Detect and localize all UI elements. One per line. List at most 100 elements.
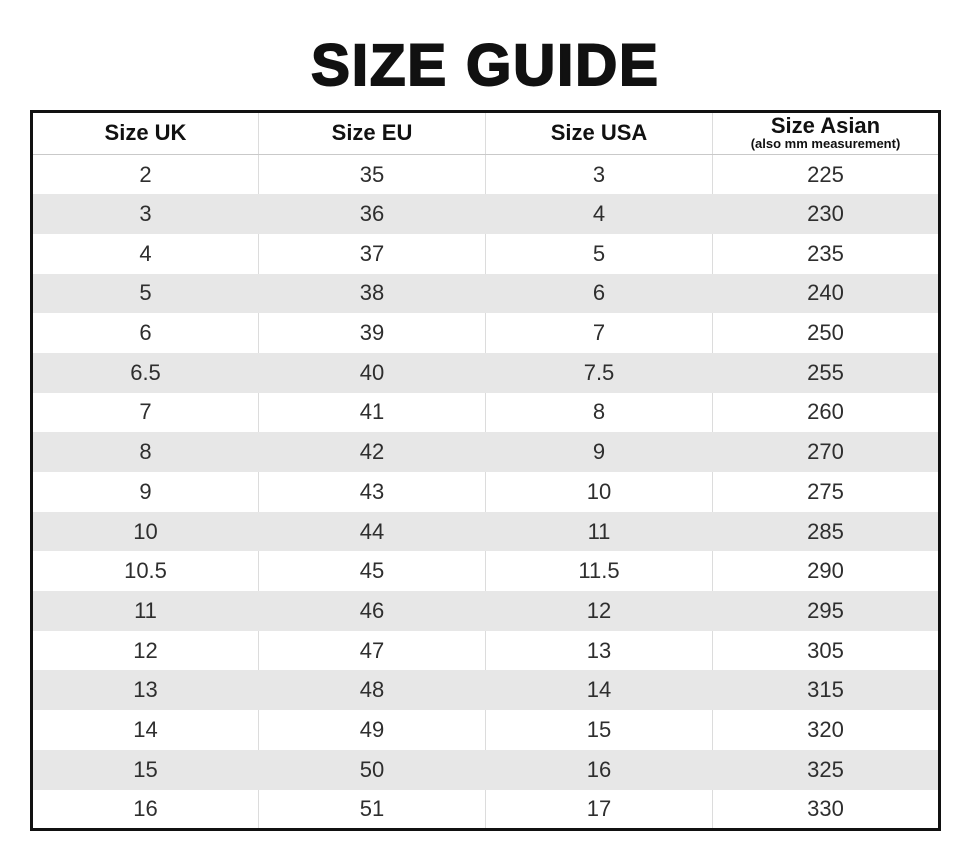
table-row: 12 47 13 305 bbox=[31, 630, 940, 671]
size-cell: 11 bbox=[485, 511, 713, 552]
column-label: Size EU bbox=[331, 120, 413, 145]
page-title: SIZE GUIDE bbox=[310, 33, 660, 99]
size-cell: 40 bbox=[258, 352, 486, 393]
size-cell: 50 bbox=[258, 749, 486, 790]
size-cell: 44 bbox=[258, 511, 486, 552]
size-cell: 275 bbox=[712, 472, 940, 512]
size-cell: 6 bbox=[485, 273, 713, 314]
size-cell: 9 bbox=[31, 472, 259, 512]
size-cell: 9 bbox=[485, 432, 713, 472]
header-row: Size UK Size EU Size USA Size Asian (also mm… bbox=[31, 111, 940, 155]
size-cell: 7 bbox=[485, 313, 713, 353]
table-row: 14 49 15 320 bbox=[31, 710, 940, 750]
size-cell: 305 bbox=[712, 630, 940, 671]
size-cell: 43 bbox=[258, 472, 486, 512]
size-cell: 2 bbox=[31, 154, 259, 195]
size-cell: 37 bbox=[258, 233, 486, 274]
size-cell: 42 bbox=[258, 432, 486, 472]
size-cell: 45 bbox=[258, 551, 486, 592]
size-cell: 4 bbox=[31, 233, 259, 274]
size-guide-table: Size UK Size EU Size USA Size Asian (also mm… bbox=[30, 110, 941, 831]
size-cell: 13 bbox=[485, 630, 713, 671]
size-cell: 12 bbox=[31, 630, 259, 671]
size-cell: 16 bbox=[31, 789, 259, 830]
size-cell: 49 bbox=[258, 710, 486, 750]
size-cell: 11.5 bbox=[485, 551, 713, 592]
size-cell: 39 bbox=[258, 313, 486, 353]
size-cell: 285 bbox=[712, 511, 940, 552]
size-cell: 250 bbox=[712, 313, 940, 353]
size-cell: 7.5 bbox=[485, 352, 713, 393]
size-cell: 5 bbox=[31, 273, 259, 314]
size-cell: 11 bbox=[31, 591, 259, 631]
size-cell: 315 bbox=[712, 670, 940, 711]
table-row: 6 39 7 250 bbox=[31, 313, 940, 353]
size-cell: 46 bbox=[258, 591, 486, 631]
table-header: Size UK Size EU Size USA Size Asian (also mm… bbox=[31, 111, 940, 155]
table-row: 7 41 8 260 bbox=[31, 392, 940, 433]
size-cell: 15 bbox=[31, 749, 259, 790]
size-cell: 240 bbox=[712, 273, 940, 314]
size-cell: 320 bbox=[712, 710, 940, 750]
size-cell: 35 bbox=[258, 154, 486, 195]
size-cell: 8 bbox=[31, 432, 259, 472]
size-cell: 3 bbox=[485, 154, 713, 195]
column-label: Size Asian bbox=[770, 113, 881, 138]
column-sublabel: (also mm measurement) bbox=[750, 136, 901, 151]
size-cell: 38 bbox=[258, 273, 486, 314]
column-label: Size USA bbox=[550, 120, 648, 145]
column-header-2: Size USA bbox=[485, 111, 713, 155]
size-cell: 260 bbox=[712, 392, 940, 433]
size-cell: 10 bbox=[485, 472, 713, 512]
size-cell: 7 bbox=[31, 392, 259, 433]
table-row: 11 46 12 295 bbox=[31, 591, 940, 631]
size-cell: 5 bbox=[485, 233, 713, 274]
column-header-3: Size Asian (also mm measurement) bbox=[712, 111, 940, 155]
size-cell: 36 bbox=[258, 194, 486, 234]
column-header-1: Size EU bbox=[258, 111, 486, 155]
size-cell: 270 bbox=[712, 432, 940, 472]
size-cell: 48 bbox=[258, 670, 486, 711]
size-cell: 255 bbox=[712, 352, 940, 393]
table-row: 10 44 11 285 bbox=[31, 511, 940, 552]
size-cell: 14 bbox=[485, 670, 713, 711]
size-cell: 325 bbox=[712, 749, 940, 790]
size-cell: 295 bbox=[712, 591, 940, 631]
size-cell: 17 bbox=[485, 789, 713, 830]
size-cell: 4 bbox=[485, 194, 713, 234]
size-cell: 14 bbox=[31, 710, 259, 750]
table-row: 15 50 16 325 bbox=[31, 749, 940, 790]
size-cell: 290 bbox=[712, 551, 940, 592]
size-cell: 6 bbox=[31, 313, 259, 353]
table-row: 6.5 40 7.5 255 bbox=[31, 352, 940, 393]
size-cell: 6.5 bbox=[31, 352, 259, 393]
size-cell: 47 bbox=[258, 630, 486, 671]
size-cell: 15 bbox=[485, 710, 713, 750]
size-cell: 51 bbox=[258, 789, 486, 830]
table-row: 5 38 6 240 bbox=[31, 273, 940, 314]
size-cell: 330 bbox=[712, 789, 940, 830]
size-cell: 8 bbox=[485, 392, 713, 433]
table-row: 10.5 45 11.5 290 bbox=[31, 551, 940, 592]
size-cell: 41 bbox=[258, 392, 486, 433]
size-cell: 230 bbox=[712, 194, 940, 234]
size-cell: 13 bbox=[31, 670, 259, 711]
column-header-0: Size UK bbox=[31, 111, 259, 155]
table-body: 2 35 3 225 3 36 4 230 4 37 5 235 5 38 6 240 6 39 7 250 6.5 40… bbox=[31, 154, 940, 830]
table-row: 2 35 3 225 bbox=[31, 154, 940, 195]
size-cell: 12 bbox=[485, 591, 713, 631]
table-row: 9 43 10 275 bbox=[31, 472, 940, 512]
size-cell: 235 bbox=[712, 233, 940, 274]
size-cell: 225 bbox=[712, 154, 940, 195]
column-label: Size UK bbox=[104, 120, 187, 145]
size-cell: 3 bbox=[31, 194, 259, 234]
table-row: 8 42 9 270 bbox=[31, 432, 940, 472]
size-cell: 10 bbox=[31, 511, 259, 552]
size-cell: 16 bbox=[485, 749, 713, 790]
table-row: 3 36 4 230 bbox=[31, 194, 940, 234]
size-cell: 10.5 bbox=[31, 551, 259, 592]
table-row: 16 51 17 330 bbox=[31, 789, 940, 830]
table-row: 13 48 14 315 bbox=[31, 670, 940, 711]
table-row: 4 37 5 235 bbox=[31, 233, 940, 274]
